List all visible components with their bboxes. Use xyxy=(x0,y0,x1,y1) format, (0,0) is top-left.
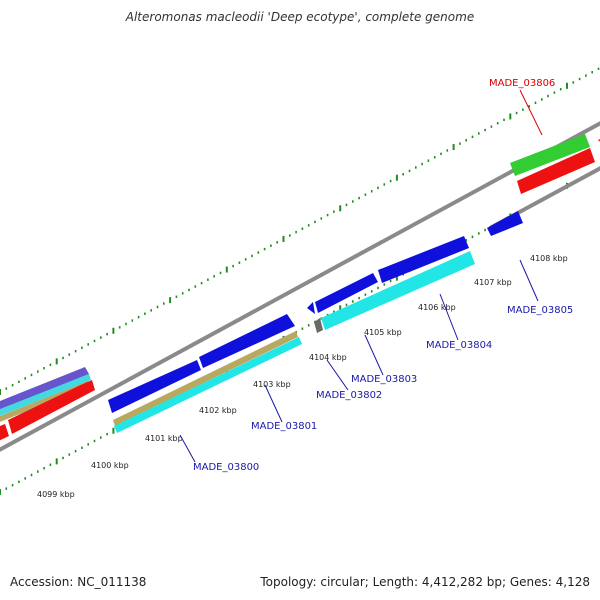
tick-label: 4101 kbp xyxy=(145,434,183,443)
tick-label: 4099 kbp xyxy=(37,490,75,499)
leader-line xyxy=(519,89,543,136)
leader-line xyxy=(264,384,283,423)
gene-label-made-03801[interactable]: MADE_03801 xyxy=(251,421,317,432)
upper-tick-rail xyxy=(0,67,600,395)
gene-made-03804-blue xyxy=(378,236,469,283)
tick-label: 4104 kbp xyxy=(309,353,347,362)
gene-made-03805-blue xyxy=(487,211,523,236)
leader-line xyxy=(326,359,349,391)
gene-label-made-03803[interactable]: MADE_03803 xyxy=(351,374,417,385)
tick-label: 4105 kbp xyxy=(364,328,402,337)
gene-left-red-1 xyxy=(8,380,95,434)
map-title: Alteromonas macleodii 'Deep ecotype', co… xyxy=(125,10,475,24)
gene-label-made-03805[interactable]: MADE_03805 xyxy=(507,305,573,316)
tick-label: 4100 kbp xyxy=(91,461,129,470)
gene-label-made-03800[interactable]: MADE_03800 xyxy=(193,462,259,473)
gene-label-made-03802[interactable]: MADE_03802 xyxy=(316,390,382,401)
gene-small-blue-arrow xyxy=(307,302,315,314)
gene-olive-band xyxy=(113,331,298,426)
leader-line xyxy=(439,293,459,341)
genome-summary-text: Topology: circular; Length: 4,412,282 bp… xyxy=(260,575,590,589)
tick-label: 4103 kbp xyxy=(253,380,291,389)
leader-line xyxy=(179,434,196,463)
gene-made-03806-green xyxy=(510,134,590,176)
gene-made-03806-red xyxy=(517,148,595,194)
gene-label-made-03804[interactable]: MADE_03804 xyxy=(426,340,492,351)
backbone-line xyxy=(0,121,600,452)
gene-gray-small xyxy=(314,318,323,333)
gene-left-olive xyxy=(0,381,90,422)
gene-label-made-03806[interactable]: MADE_03806 xyxy=(489,78,555,89)
leader-line xyxy=(364,334,384,376)
gene-left-cyan xyxy=(0,374,91,416)
accession-text: Accession: NC_011138 xyxy=(10,575,147,589)
tick-label: 4102 kbp xyxy=(199,406,237,415)
gene-made-03803-blue xyxy=(315,273,378,313)
leader-line xyxy=(519,259,539,302)
tick-label: 4106 kbp xyxy=(418,303,456,312)
gene-made-03801-blue xyxy=(199,314,295,368)
gene-cyan-band xyxy=(114,337,302,433)
gene-left-red-2 xyxy=(0,424,9,441)
tick-label: 4107 kbp xyxy=(474,278,512,287)
gene-left-purple xyxy=(0,367,89,410)
gene-made-03800-blue xyxy=(108,360,201,413)
tick-label: 4108 kbp xyxy=(530,254,568,263)
gene-cyan-long xyxy=(321,251,475,330)
